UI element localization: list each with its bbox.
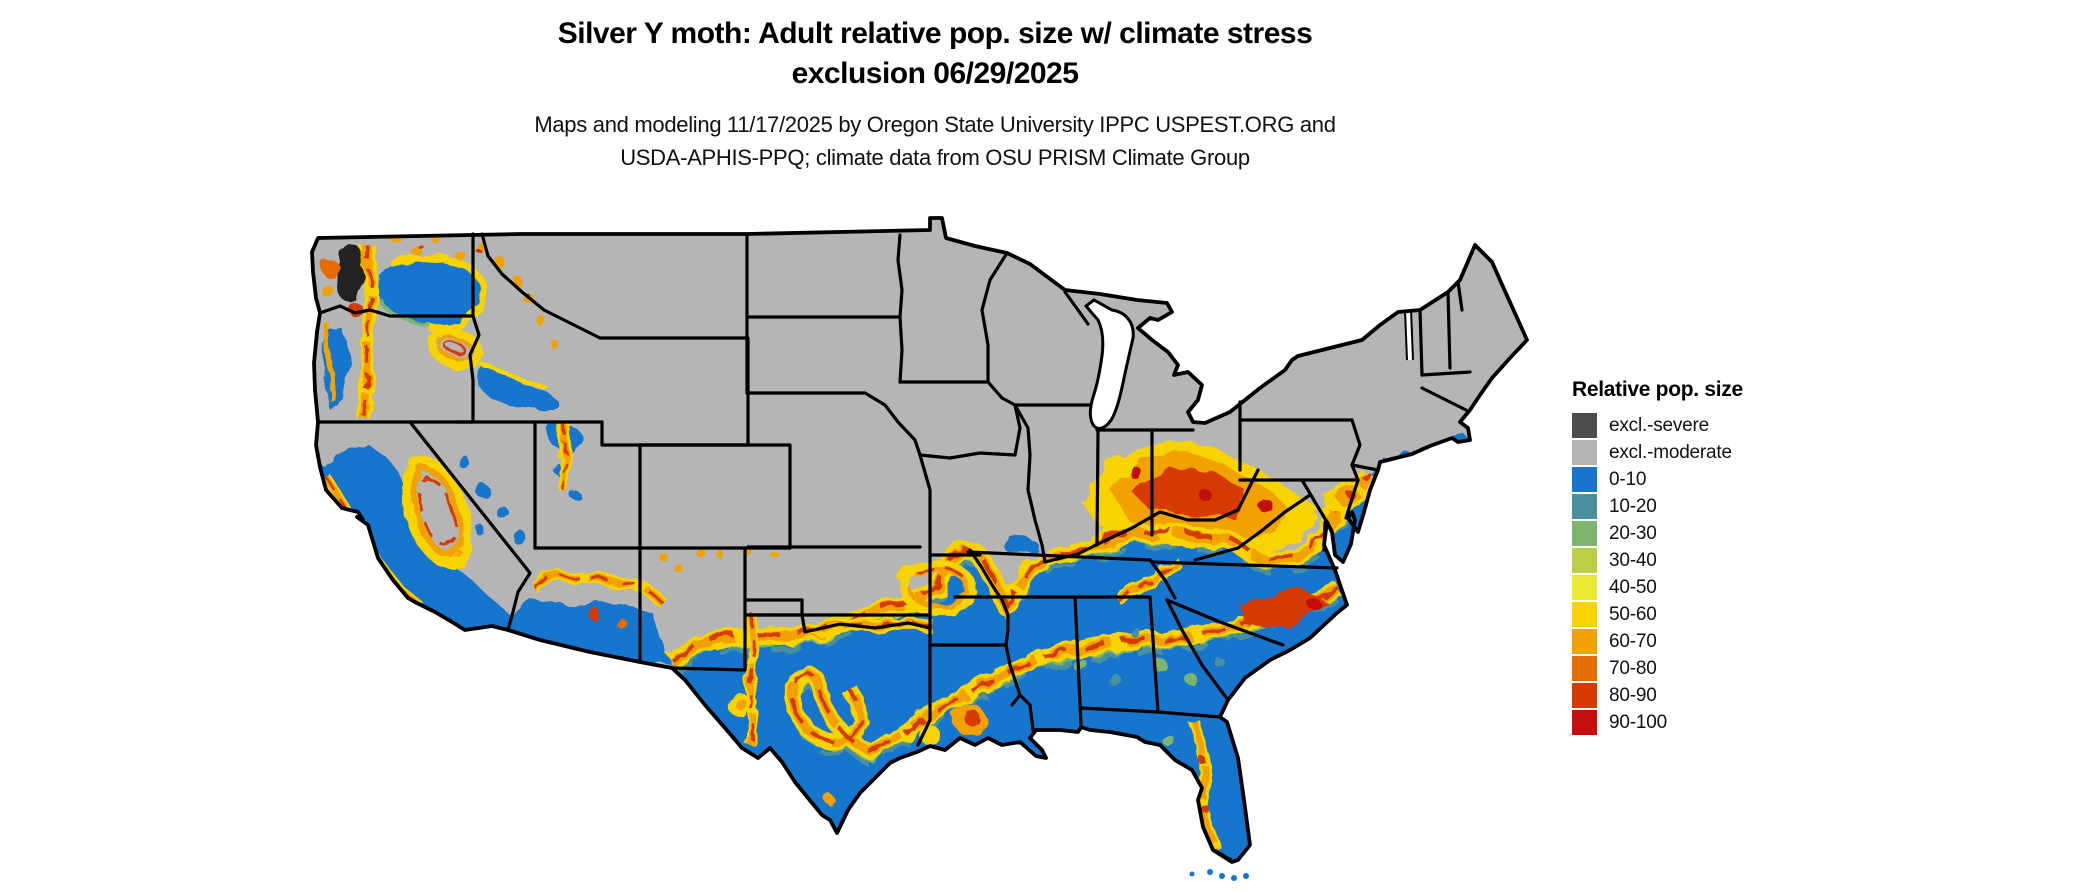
legend-item: 70-80 <box>1572 655 1882 682</box>
map-legend: Relative pop. size excl.-severe excl.-mod… <box>1572 378 1882 736</box>
legend-swatch <box>1572 656 1597 681</box>
legend-item: excl.-severe <box>1572 412 1882 439</box>
legend-swatch <box>1572 602 1597 627</box>
legend-label: excl.-severe <box>1609 414 1710 436</box>
legend-label: 10-20 <box>1609 495 1657 517</box>
legend-label: 0-10 <box>1609 468 1647 490</box>
legend-item: 10-20 <box>1572 493 1882 520</box>
legend-swatch <box>1572 440 1597 465</box>
page-title-line2: exclusion 06/29/2025 <box>791 57 1079 90</box>
legend-swatch <box>1572 413 1597 438</box>
lake-champlain <box>1406 309 1412 361</box>
legend-item: 20-30 <box>1572 520 1882 547</box>
columbia-basin-blue <box>377 260 481 326</box>
legend-swatch <box>1572 575 1597 600</box>
state-borders <box>316 232 1472 747</box>
legend-item: 40-50 <box>1572 574 1882 601</box>
legend-item: 0-10 <box>1572 466 1882 493</box>
snake-plain-blue <box>477 366 558 411</box>
subtitle-line1: Maps and modeling 11/17/2025 by Oregon S… <box>534 112 1336 137</box>
us-map <box>230 160 1570 892</box>
us-map-svg <box>310 216 1529 881</box>
legend-item: 30-40 <box>1572 547 1882 574</box>
legend-swatch <box>1572 521 1597 546</box>
california-blue-region <box>314 446 516 638</box>
puget-severe-exclusion <box>336 245 364 303</box>
legend-item: excl.-moderate <box>1572 439 1882 466</box>
figure-subtitle: Maps and modeling 11/17/2025 by Oregon S… <box>0 108 1870 174</box>
page-title-line1: Silver Y moth: Adult relative pop. size … <box>557 17 1313 50</box>
southwest-blue-region <box>492 600 672 665</box>
legend-swatch <box>1572 710 1597 735</box>
legend-label: 50-60 <box>1609 603 1657 625</box>
legend-item: 60-70 <box>1572 628 1882 655</box>
legend-item: 90-100 <box>1572 709 1882 736</box>
florida-keys <box>1189 869 1249 881</box>
legend-swatch <box>1572 683 1597 708</box>
legend-label: 80-90 <box>1609 684 1657 706</box>
legend-label: 90-100 <box>1609 711 1667 733</box>
legend-rows: excl.-severe excl.-moderate 0-10 10-20 20-30… <box>1572 412 1882 736</box>
legend-label: 20-30 <box>1609 522 1657 544</box>
legend-swatch <box>1572 629 1597 654</box>
legend-label: 40-50 <box>1609 576 1657 598</box>
legend-title: Relative pop. size <box>1572 378 1743 401</box>
legend-swatch <box>1572 467 1597 492</box>
legend-label: 70-80 <box>1609 657 1657 679</box>
figure-header: Silver Y moth: Adult relative pop. size … <box>0 14 1870 174</box>
legend-swatch <box>1572 494 1597 519</box>
legend-item: 80-90 <box>1572 682 1882 709</box>
lake-michigan <box>1083 298 1135 430</box>
legend-swatch <box>1572 548 1597 573</box>
legend-label: 30-40 <box>1609 549 1657 571</box>
subtitle-line2: USDA-APHIS-PPQ; climate data from OSU PR… <box>620 145 1250 170</box>
legend-item: 50-60 <box>1572 601 1882 628</box>
legend-label: excl.-moderate <box>1609 441 1732 463</box>
legend-label: 60-70 <box>1609 630 1657 652</box>
